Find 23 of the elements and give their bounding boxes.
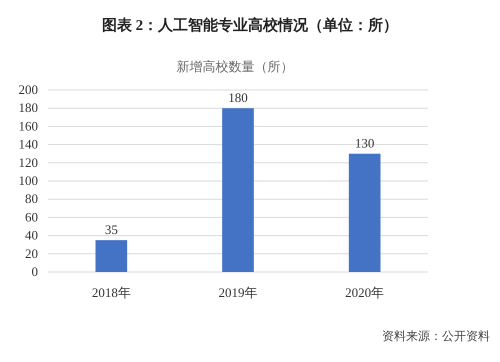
y-tick-label: 180 (18, 100, 38, 116)
bar (96, 240, 128, 272)
x-tick-label: 2019年 (218, 285, 258, 300)
y-tick-label: 40 (25, 228, 38, 243)
y-tick-label: 60 (25, 209, 38, 224)
data-label: 180 (228, 90, 248, 106)
text: 资料来源：公开资料 (382, 329, 490, 343)
y-tick-label: 120 (18, 154, 38, 170)
x-tick-label: 2018年 (92, 285, 131, 300)
y-tick-label: 140 (18, 136, 38, 152)
y-tick-label: 20 (25, 246, 38, 261)
bar (348, 154, 380, 272)
bar (222, 108, 254, 272)
chart-title: 图表 2：人工智能专业高校情况（单位：所） (102, 16, 398, 34)
y-tick-label: 0 (32, 264, 38, 279)
y-tick-label: 200 (18, 82, 38, 97)
data-label: 35 (104, 222, 118, 238)
y-tick-label: 100 (18, 173, 38, 188)
y-tick-label: 160 (18, 118, 38, 134)
chart-subtitle: 新增高校数量（所） (176, 59, 294, 74)
x-tick-label: 2020年 (345, 285, 384, 300)
data-label: 130 (354, 136, 374, 151)
y-tick-label: 80 (25, 191, 38, 206)
